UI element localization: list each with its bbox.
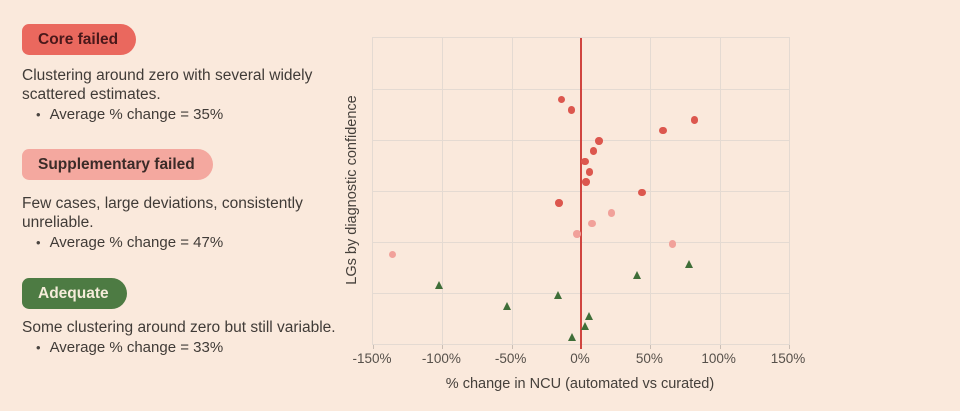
x-tick-label: -50%: [494, 351, 527, 366]
x-axis-tick: [511, 345, 513, 349]
point-supplementary-failed: [607, 209, 616, 217]
bullet-icon: •: [36, 235, 41, 250]
bullet-text-core-failed: Average % change = 35%: [49, 106, 224, 123]
point-core-failed: [557, 95, 566, 104]
badge-supplementary-failed: Supplementary failed: [22, 149, 213, 180]
description-supplementary-failed: Few cases, large deviations, consistentl…: [22, 195, 303, 231]
point-adequate: [633, 270, 642, 279]
legend-panel: Core failed Clustering around zero with …: [22, 24, 367, 358]
point-core-failed: [659, 126, 667, 135]
x-axis-tick: [442, 345, 444, 349]
point-core-failed: [581, 157, 589, 166]
point-adequate: [684, 260, 693, 269]
v-gridline: [511, 38, 513, 344]
x-tick-label: 150%: [770, 351, 806, 366]
v-gridline: [650, 38, 652, 344]
x-axis-tick: [650, 345, 652, 349]
badge-adequate: Adequate: [22, 278, 127, 309]
point-supplementary-failed: [588, 219, 596, 228]
x-tick-label: 50%: [635, 351, 663, 366]
bullet-text-adequate: Average % change = 33%: [49, 339, 224, 356]
point-adequate: [554, 291, 563, 300]
point-adequate: [580, 322, 589, 331]
point-core-failed: [555, 199, 563, 207]
x-tick-label: -100%: [421, 351, 461, 366]
point-adequate: [584, 311, 593, 320]
point-supplementary-failed: [668, 240, 677, 248]
description-core-failed: Clustering around zero with several wide…: [22, 67, 313, 103]
point-adequate: [435, 280, 444, 289]
point-core-failed: [595, 137, 603, 145]
x-axis-tick: [719, 345, 721, 349]
point-core-failed: [638, 188, 646, 197]
x-axis-title: % change in NCU (automated vs curated): [445, 376, 715, 392]
x-tick-label: 0%: [570, 351, 590, 366]
point-core-failed: [582, 178, 590, 186]
point-supplementary-failed: [388, 250, 397, 259]
bullet-icon: •: [36, 340, 41, 355]
x-tick-label: 100%: [701, 351, 736, 366]
description-adequate: Some clustering around zero but still va…: [22, 319, 336, 336]
x-axis-tick-labels: -150% -100% -50% 0% 50% 100% 150%: [352, 351, 805, 369]
y-axis-title: LGs by diagnostic confidence: [344, 95, 360, 285]
point-supplementary-failed: [573, 230, 581, 238]
plot-area: [372, 37, 790, 349]
v-gridline: [442, 38, 444, 344]
bullet-adequate: • Average % change = 33%: [22, 338, 367, 358]
bullet-icon: •: [36, 107, 41, 122]
point-core-failed: [585, 168, 594, 176]
v-gridline: [719, 38, 721, 344]
point-adequate: [568, 332, 577, 341]
bullet-supplementary-failed: • Average % change = 47%: [22, 233, 367, 253]
bullet-core-failed: • Average % change = 35%: [22, 105, 367, 125]
x-axis-tick: [789, 345, 790, 349]
x-axis-tick: [373, 345, 374, 349]
x-tick-label: -150%: [352, 351, 392, 366]
bullet-text-supplementary-failed: Average % change = 47%: [49, 234, 224, 251]
point-adequate: [503, 301, 511, 310]
point-core-failed: [589, 147, 598, 155]
badge-core-failed: Core failed: [22, 24, 137, 55]
point-core-failed: [690, 116, 699, 124]
point-core-failed: [567, 106, 576, 114]
zero-reference-line: [580, 38, 582, 349]
